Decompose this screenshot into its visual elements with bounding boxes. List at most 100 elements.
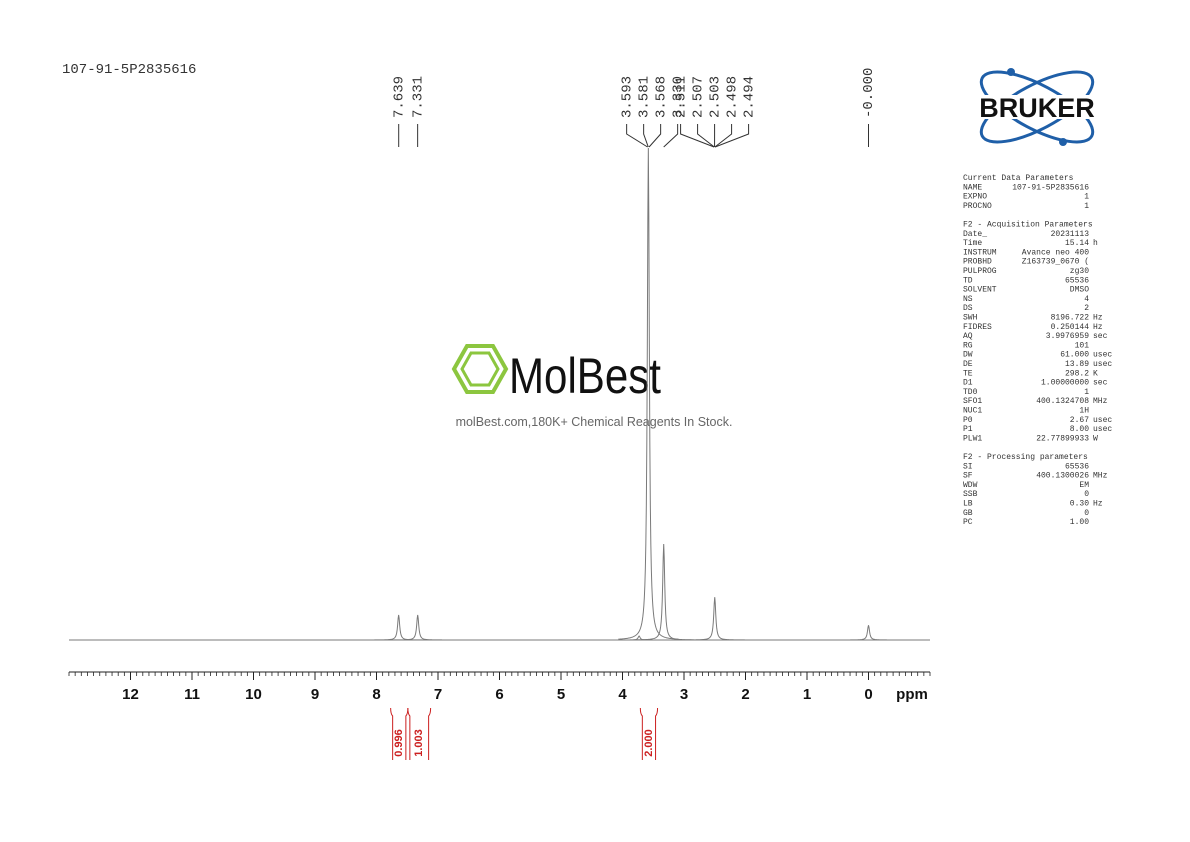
x-tick-label: 4 <box>618 686 627 703</box>
x-tick-label: 3 <box>680 686 688 703</box>
peak-label: 7.331 <box>410 76 426 118</box>
param-name: NS <box>963 295 973 304</box>
benzene-ring <box>460 351 500 387</box>
peak-connector <box>680 124 715 148</box>
param-value: 0.30 <box>1070 500 1089 509</box>
param-value: 3.9976959 <box>1046 332 1089 341</box>
peak <box>838 625 899 641</box>
param-value: 400.1324708 <box>1036 397 1089 406</box>
integral-label: 2.000 <box>643 729 655 757</box>
param-name: GB <box>963 509 973 518</box>
peak-connector <box>697 124 715 148</box>
peak <box>684 597 745 641</box>
peak-connector <box>643 124 649 148</box>
param-value: 0 <box>1084 490 1089 499</box>
peak-connector <box>626 124 648 148</box>
integral-label: 0.996 <box>393 729 405 757</box>
x-tick-label: 7 <box>434 686 442 703</box>
param-value: 1 <box>1084 202 1089 211</box>
benzene-icon <box>451 344 509 394</box>
param-name: WDW <box>963 481 978 490</box>
param-name: TE <box>963 369 973 378</box>
param-name: PROBHD <box>963 258 992 267</box>
peak-connector <box>714 124 733 148</box>
param-name: Date_ <box>963 230 987 239</box>
param-value: 61.000 <box>1060 351 1089 360</box>
param-unit: usec <box>1093 351 1112 360</box>
param-unit: Hz <box>1093 323 1103 332</box>
param-value: 22.77899933 <box>1036 434 1089 443</box>
x-tick-label: 10 <box>245 686 262 703</box>
x-tick-label: 0 <box>864 686 872 703</box>
param-value: EM <box>1079 481 1089 490</box>
param-name: AQ <box>963 332 973 341</box>
param-name: SWH <box>963 314 978 323</box>
logo-backdrop <box>958 95 1116 119</box>
bruker-logo: BRUKER <box>958 68 1116 146</box>
param-name: PC <box>963 518 973 527</box>
param-value: 8196.722 <box>1051 314 1090 323</box>
param-unit: MHz <box>1093 472 1108 481</box>
param-value: 1.00000000 <box>1041 379 1089 388</box>
param-unit: K <box>1093 369 1098 378</box>
peak-connector <box>714 124 750 148</box>
param-value: 1H <box>1079 407 1089 416</box>
param-value: 0 <box>1084 509 1089 518</box>
param-name: SSB <box>963 490 978 499</box>
logo-orbit <box>979 70 1095 144</box>
section-title: F2 - Processing parameters <box>963 453 1088 462</box>
param-name: SOLVENT <box>963 286 997 295</box>
param-name: SI <box>963 462 973 471</box>
molbest-watermark: MolBest molBest.com,180K+ Chemical Reage… <box>451 344 733 429</box>
peak-label: -0.000 <box>861 68 877 118</box>
param-value: Avance neo 400 <box>1022 248 1089 257</box>
peak <box>368 614 429 641</box>
param-value: Z163739_0670 ( <box>1022 258 1089 267</box>
param-value: 65536 <box>1065 462 1089 471</box>
param-name: NUC1 <box>963 407 982 416</box>
integral-bracket <box>407 707 432 760</box>
peak-label: 2.507 <box>690 76 706 118</box>
x-tick-label: 1 <box>803 686 811 703</box>
peak-label: 3.593 <box>619 76 635 118</box>
peak <box>609 635 670 641</box>
param-unit: h <box>1093 239 1098 248</box>
watermark-tagline: molBest.com,180K+ Chemical Reagents In S… <box>456 415 733 429</box>
param-value: 15.14 <box>1065 239 1089 248</box>
param-name: PLW1 <box>963 434 982 443</box>
logo-dot <box>1007 68 1015 76</box>
param-value: DMSO <box>1070 286 1089 295</box>
integral-label: 1.003 <box>413 729 425 757</box>
param-name: P0 <box>963 416 973 425</box>
x-tick-label: 5 <box>557 686 565 703</box>
param-name: RG <box>963 341 973 350</box>
param-value: 2.67 <box>1070 416 1089 425</box>
param-name: PULPROG <box>963 267 997 276</box>
peak-label: 7.639 <box>391 76 407 118</box>
param-value: 1 <box>1084 388 1089 397</box>
peak-label: 2.503 <box>707 76 723 118</box>
param-value: 20231113 <box>1051 230 1090 239</box>
param-name: INSTRUM <box>963 248 997 257</box>
param-name: NAME <box>963 183 982 192</box>
integral-bracket <box>639 707 659 760</box>
peak-label: 3.568 <box>653 76 669 118</box>
watermark-brand: MolBest <box>509 348 661 404</box>
param-unit: usec <box>1093 360 1112 369</box>
x-tick-label: 6 <box>495 686 503 703</box>
param-name: Time <box>963 239 982 248</box>
x-tick-label: 11 <box>184 686 200 703</box>
logo-orbit <box>979 70 1095 144</box>
param-unit: usec <box>1093 425 1112 434</box>
param-name: DW <box>963 351 973 360</box>
section-title: Current Data Parameters <box>963 174 1074 183</box>
param-name: SFO1 <box>963 397 982 406</box>
param-unit: W <box>1093 434 1098 443</box>
peak-label: 3.581 <box>636 76 652 118</box>
param-name: D1 <box>963 379 973 388</box>
param-name: TD0 <box>963 388 978 397</box>
param-value: 101 <box>1075 341 1090 350</box>
param-value: 1.00 <box>1070 518 1089 527</box>
